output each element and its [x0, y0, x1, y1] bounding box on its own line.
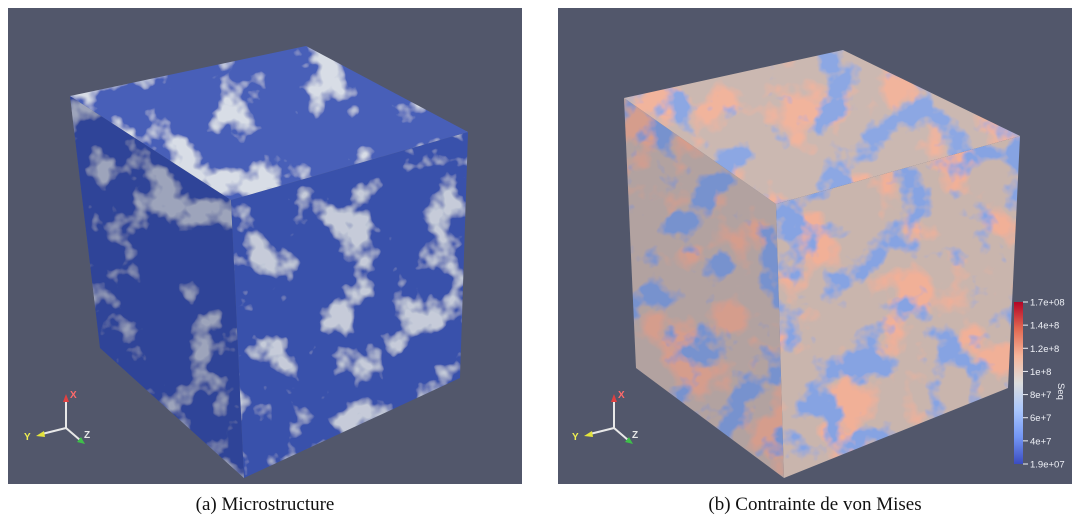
colorbar-tick-label: 8e+7	[1030, 390, 1051, 401]
axis-label-z: Z	[84, 430, 90, 441]
colorbar-gradient	[1014, 302, 1023, 464]
render-view-microstructure: X Y Z	[8, 8, 522, 484]
axis-label-x: X	[618, 390, 625, 401]
colorbar-tick-label: 1.4e+8	[1030, 321, 1059, 332]
colorbar: 1.7e+08 1.4e+8 1.2e+8 1e+8 8e+7 6e+7 4e+7 1.9e+…	[1014, 298, 1066, 471]
axis-label-y: Y	[24, 432, 31, 443]
cube-render: X Y Z	[24, 46, 468, 478]
caption-von-mises: (b) Contrainte de von Mises	[708, 494, 922, 515]
render-view-von-mises: X Y Z 1.7e+08 1.4e+8 1.2e+8 1e+8 8e+7 6e+7 4e+…	[558, 8, 1072, 484]
cube-left-face	[624, 98, 784, 478]
axis-label-x: X	[70, 390, 77, 401]
cube-render: X Y Z 1.7e+08 1.4e+8 1.2e+8 1e+8 8e+7 6e+7 4e+…	[572, 50, 1066, 478]
axis-label-z: Z	[632, 430, 638, 441]
caption-microstructure: (a) Microstructure	[195, 494, 335, 515]
colorbar-tick-label: 1.2e+8	[1030, 344, 1059, 355]
colorbar-tick-label: 1.7e+08	[1030, 298, 1065, 309]
axes-triad: X Y Z	[24, 390, 90, 444]
colorbar-tick-label: 1e+8	[1030, 367, 1051, 378]
axis-label-y: Y	[572, 432, 579, 443]
colorbar-tick-label: 4e+7	[1030, 436, 1051, 447]
axes-triad: X Y Z	[572, 390, 638, 444]
colorbar-tick-label: 6e+7	[1030, 413, 1051, 424]
colorbar-tick-label: 1.9e+07	[1030, 460, 1065, 471]
colorbar-title: Seq	[1055, 383, 1066, 400]
